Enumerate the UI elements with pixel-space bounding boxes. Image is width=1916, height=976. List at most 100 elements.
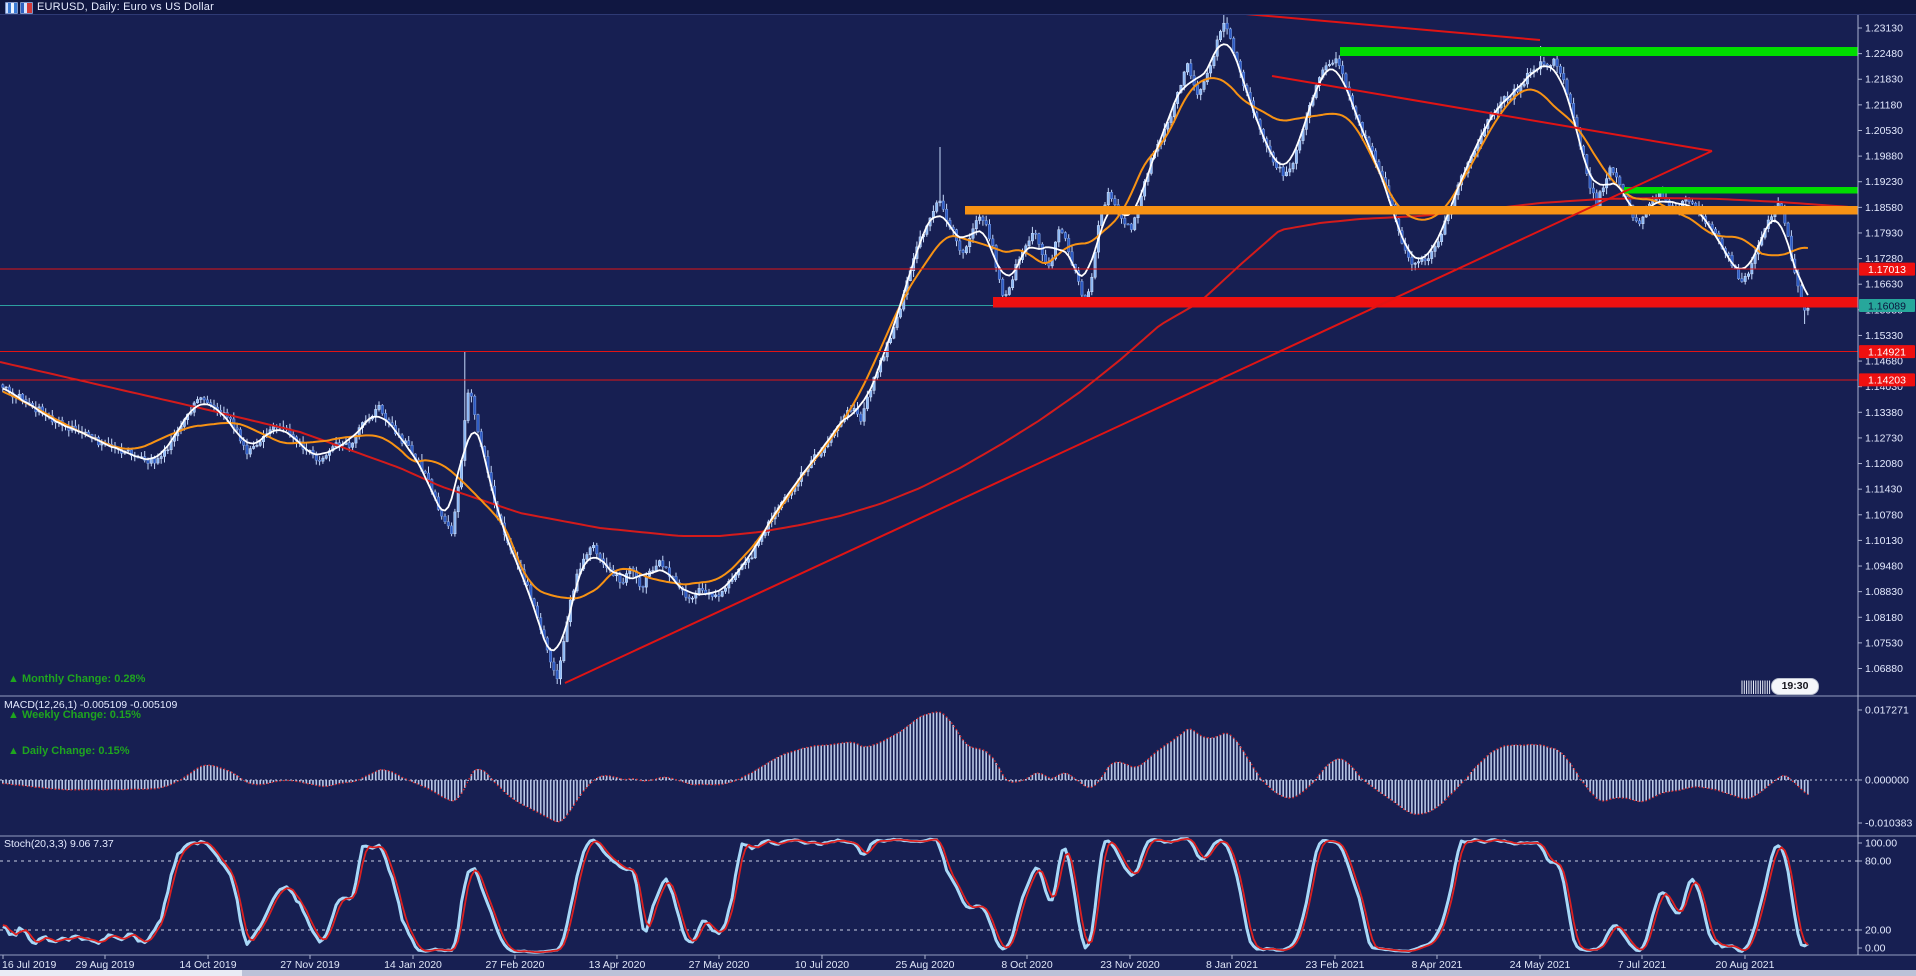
candle [453, 511, 457, 535]
candle [1615, 172, 1618, 178]
candle [1799, 285, 1803, 299]
candle [1123, 218, 1127, 225]
candle [621, 581, 625, 584]
candle [598, 553, 602, 560]
candle [717, 594, 721, 597]
candle [1294, 149, 1298, 164]
macd-axis-label: 0.000000 [1865, 775, 1909, 787]
candle [1638, 220, 1642, 225]
candle [166, 449, 170, 452]
candle [555, 669, 559, 680]
candle [4, 386, 8, 389]
price-axis-label: 1.12080 [1865, 458, 1903, 470]
candle [1001, 279, 1005, 296]
price-axis-label: 1.21180 [1865, 99, 1902, 111]
candle [1410, 257, 1414, 265]
candle [423, 471, 427, 474]
price-badge [1859, 345, 1915, 359]
candle [1331, 62, 1335, 65]
support-zone-red[interactable] [993, 297, 1858, 308]
candle [1126, 223, 1130, 226]
date-axis-label: 23 Nov 2020 [1100, 959, 1160, 971]
candle [1737, 268, 1741, 280]
fast-ma-line[interactable] [2, 43, 1809, 652]
candle [1522, 83, 1526, 87]
candle [898, 308, 902, 318]
candles-layer[interactable] [1, 12, 1810, 685]
candle [700, 588, 704, 591]
price-axis-label: 1.20530 [1865, 125, 1903, 137]
candle [1426, 258, 1430, 262]
date-axis-label: 16 Jul 2019 [2, 959, 56, 971]
candle [456, 486, 460, 513]
date-axis-label: 25 Aug 2020 [896, 959, 955, 971]
candle [1601, 187, 1605, 193]
candle [407, 440, 411, 446]
candle [324, 455, 328, 459]
candle [450, 525, 454, 535]
candle [1555, 58, 1559, 67]
candle [862, 408, 866, 422]
price-badge-text: 1.14203 [1868, 375, 1906, 387]
candle [585, 554, 589, 560]
price-axis-label: 1.09480 [1865, 561, 1903, 573]
date-axis-label: 29 Aug 2019 [76, 959, 135, 971]
candle [205, 399, 209, 403]
candle [1611, 167, 1615, 173]
candle [1562, 73, 1566, 81]
candle [1552, 58, 1556, 66]
trendline-1[interactable] [1222, 11, 1541, 41]
candle [21, 393, 25, 400]
price-axis-label: 1.19230 [1865, 176, 1903, 188]
candle [1014, 264, 1018, 281]
candle [1186, 63, 1189, 73]
price-axis-label: 1.23130 [1865, 23, 1903, 35]
medium-ma-line[interactable] [2, 77, 1808, 600]
candle [427, 472, 430, 480]
price-badge [1859, 373, 1915, 387]
candle [1591, 187, 1595, 194]
candle [720, 590, 724, 597]
price-axis-label: 1.10130 [1865, 535, 1903, 547]
price-axis-label: 1.08180 [1865, 612, 1903, 624]
candle [130, 449, 133, 456]
date-axis-label: 13 Apr 2020 [589, 959, 646, 971]
candle [618, 574, 622, 583]
candle [1618, 176, 1622, 185]
price-badge [1859, 299, 1915, 312]
candle [1067, 238, 1071, 253]
resistance-zone-upper[interactable] [1340, 46, 1858, 56]
resistance-zone-orange[interactable] [965, 206, 1858, 215]
candle [1747, 273, 1750, 277]
candle [229, 417, 232, 420]
candle [1093, 251, 1097, 278]
trendline-2[interactable] [1271, 75, 1713, 152]
candle [1189, 63, 1193, 77]
macd-axis-label: 0.017271 [1865, 705, 1909, 717]
candle [968, 237, 972, 247]
candle [1278, 166, 1282, 169]
candle [750, 557, 754, 560]
scrollbar-track[interactable] [0, 970, 1916, 976]
date-axis-label: 27 Feb 2020 [486, 959, 545, 971]
slow-ma-line[interactable] [0, 197, 1849, 537]
candle [321, 457, 325, 462]
trendline-3[interactable] [564, 150, 1713, 684]
resistance-zone-mid[interactable] [1624, 187, 1858, 194]
candle [1199, 89, 1203, 95]
candle [958, 240, 962, 251]
candle [1030, 233, 1034, 242]
candle [1694, 203, 1698, 207]
candle [961, 250, 965, 253]
candle [199, 397, 203, 400]
candle [271, 426, 275, 430]
stoch-axis-label: 80.00 [1865, 856, 1891, 868]
candle [1291, 163, 1295, 170]
candle [1687, 198, 1691, 202]
candle [476, 414, 480, 432]
stoch-indicator-label: Stoch(20,3,3) 9.06 7.37 [4, 838, 114, 850]
candle [1285, 171, 1288, 177]
candle [1219, 31, 1222, 41]
scrollbar-thumb[interactable] [0, 970, 242, 976]
